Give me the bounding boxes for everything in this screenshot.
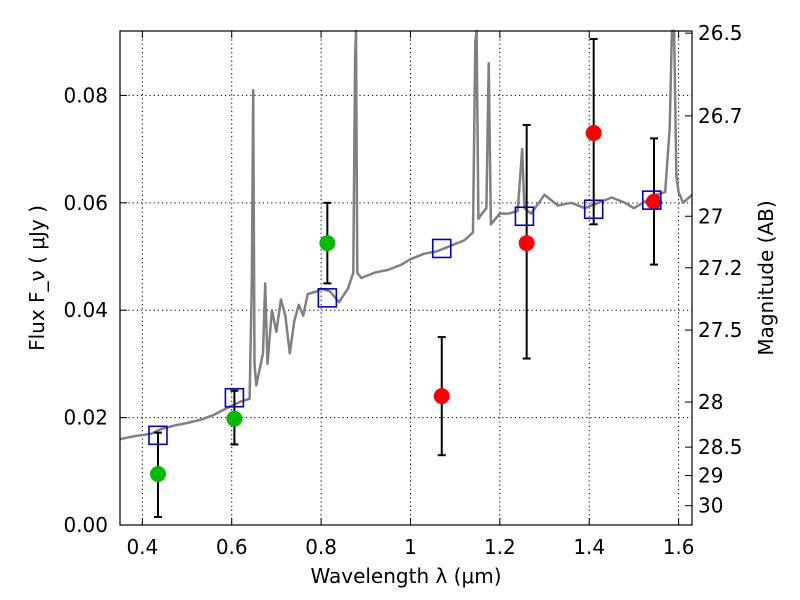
x-tick-label: 1.2 [484,535,516,559]
spectrum-line [119,29,693,441]
mag-tick-label: 26.5 [698,21,743,45]
y-tick-label: 0.04 [63,298,108,322]
data-markers [148,125,663,482]
mag-tick-label: 28 [698,390,723,414]
mag-tick-label: 30 [698,494,723,518]
x-tick-label: 1.4 [573,535,605,559]
y-tick-label: 0.02 [63,406,108,430]
y-axis-title-right: Magnitude (AB) [754,200,778,355]
model-point [514,206,535,227]
mag-tick-label: 29 [698,464,723,488]
data-point [585,125,602,142]
data-point [646,193,663,210]
y-tick-label: 0.06 [63,191,108,215]
model-point [224,387,245,408]
model-spectrum [119,29,693,441]
x-tick-label: 0.8 [305,535,337,559]
error-bars [153,38,659,518]
x-tick-label: 0.4 [126,535,158,559]
model-point [431,238,452,259]
y-tick-label: 0.00 [63,513,108,537]
data-point [319,235,336,252]
y-tick-label: 0.08 [63,83,108,107]
grid-lines [120,31,692,526]
plot-frame [119,30,693,526]
mag-tick-label: 27.2 [698,256,743,280]
x-tick-label: 1 [404,535,417,559]
mag-tick-label: 27.5 [698,318,743,342]
model-point [317,288,338,308]
model-point [641,190,662,210]
data-point [149,465,166,482]
x-tick-label: 1.6 [663,535,695,559]
mag-tick-label: 27 [698,204,723,228]
model-point [583,199,604,220]
model-point [148,425,168,446]
mag-tick-label: 26.7 [698,104,743,128]
x-tick-label: 0.6 [216,535,248,559]
x-axis-title: Wavelength λ (μm) [310,564,501,588]
data-point [518,235,535,252]
y-axis-title: Flux F_ν ( μJy ) [25,205,49,351]
mag-tick-label: 28.5 [698,435,743,459]
axis-ticks: 0.4 0.6 0.8 1 1.2 1.4 1.6 0.00 0.02 0.04 0.06 0.08 2… [63,21,742,559]
data-point [226,410,243,427]
data-point [433,388,450,405]
